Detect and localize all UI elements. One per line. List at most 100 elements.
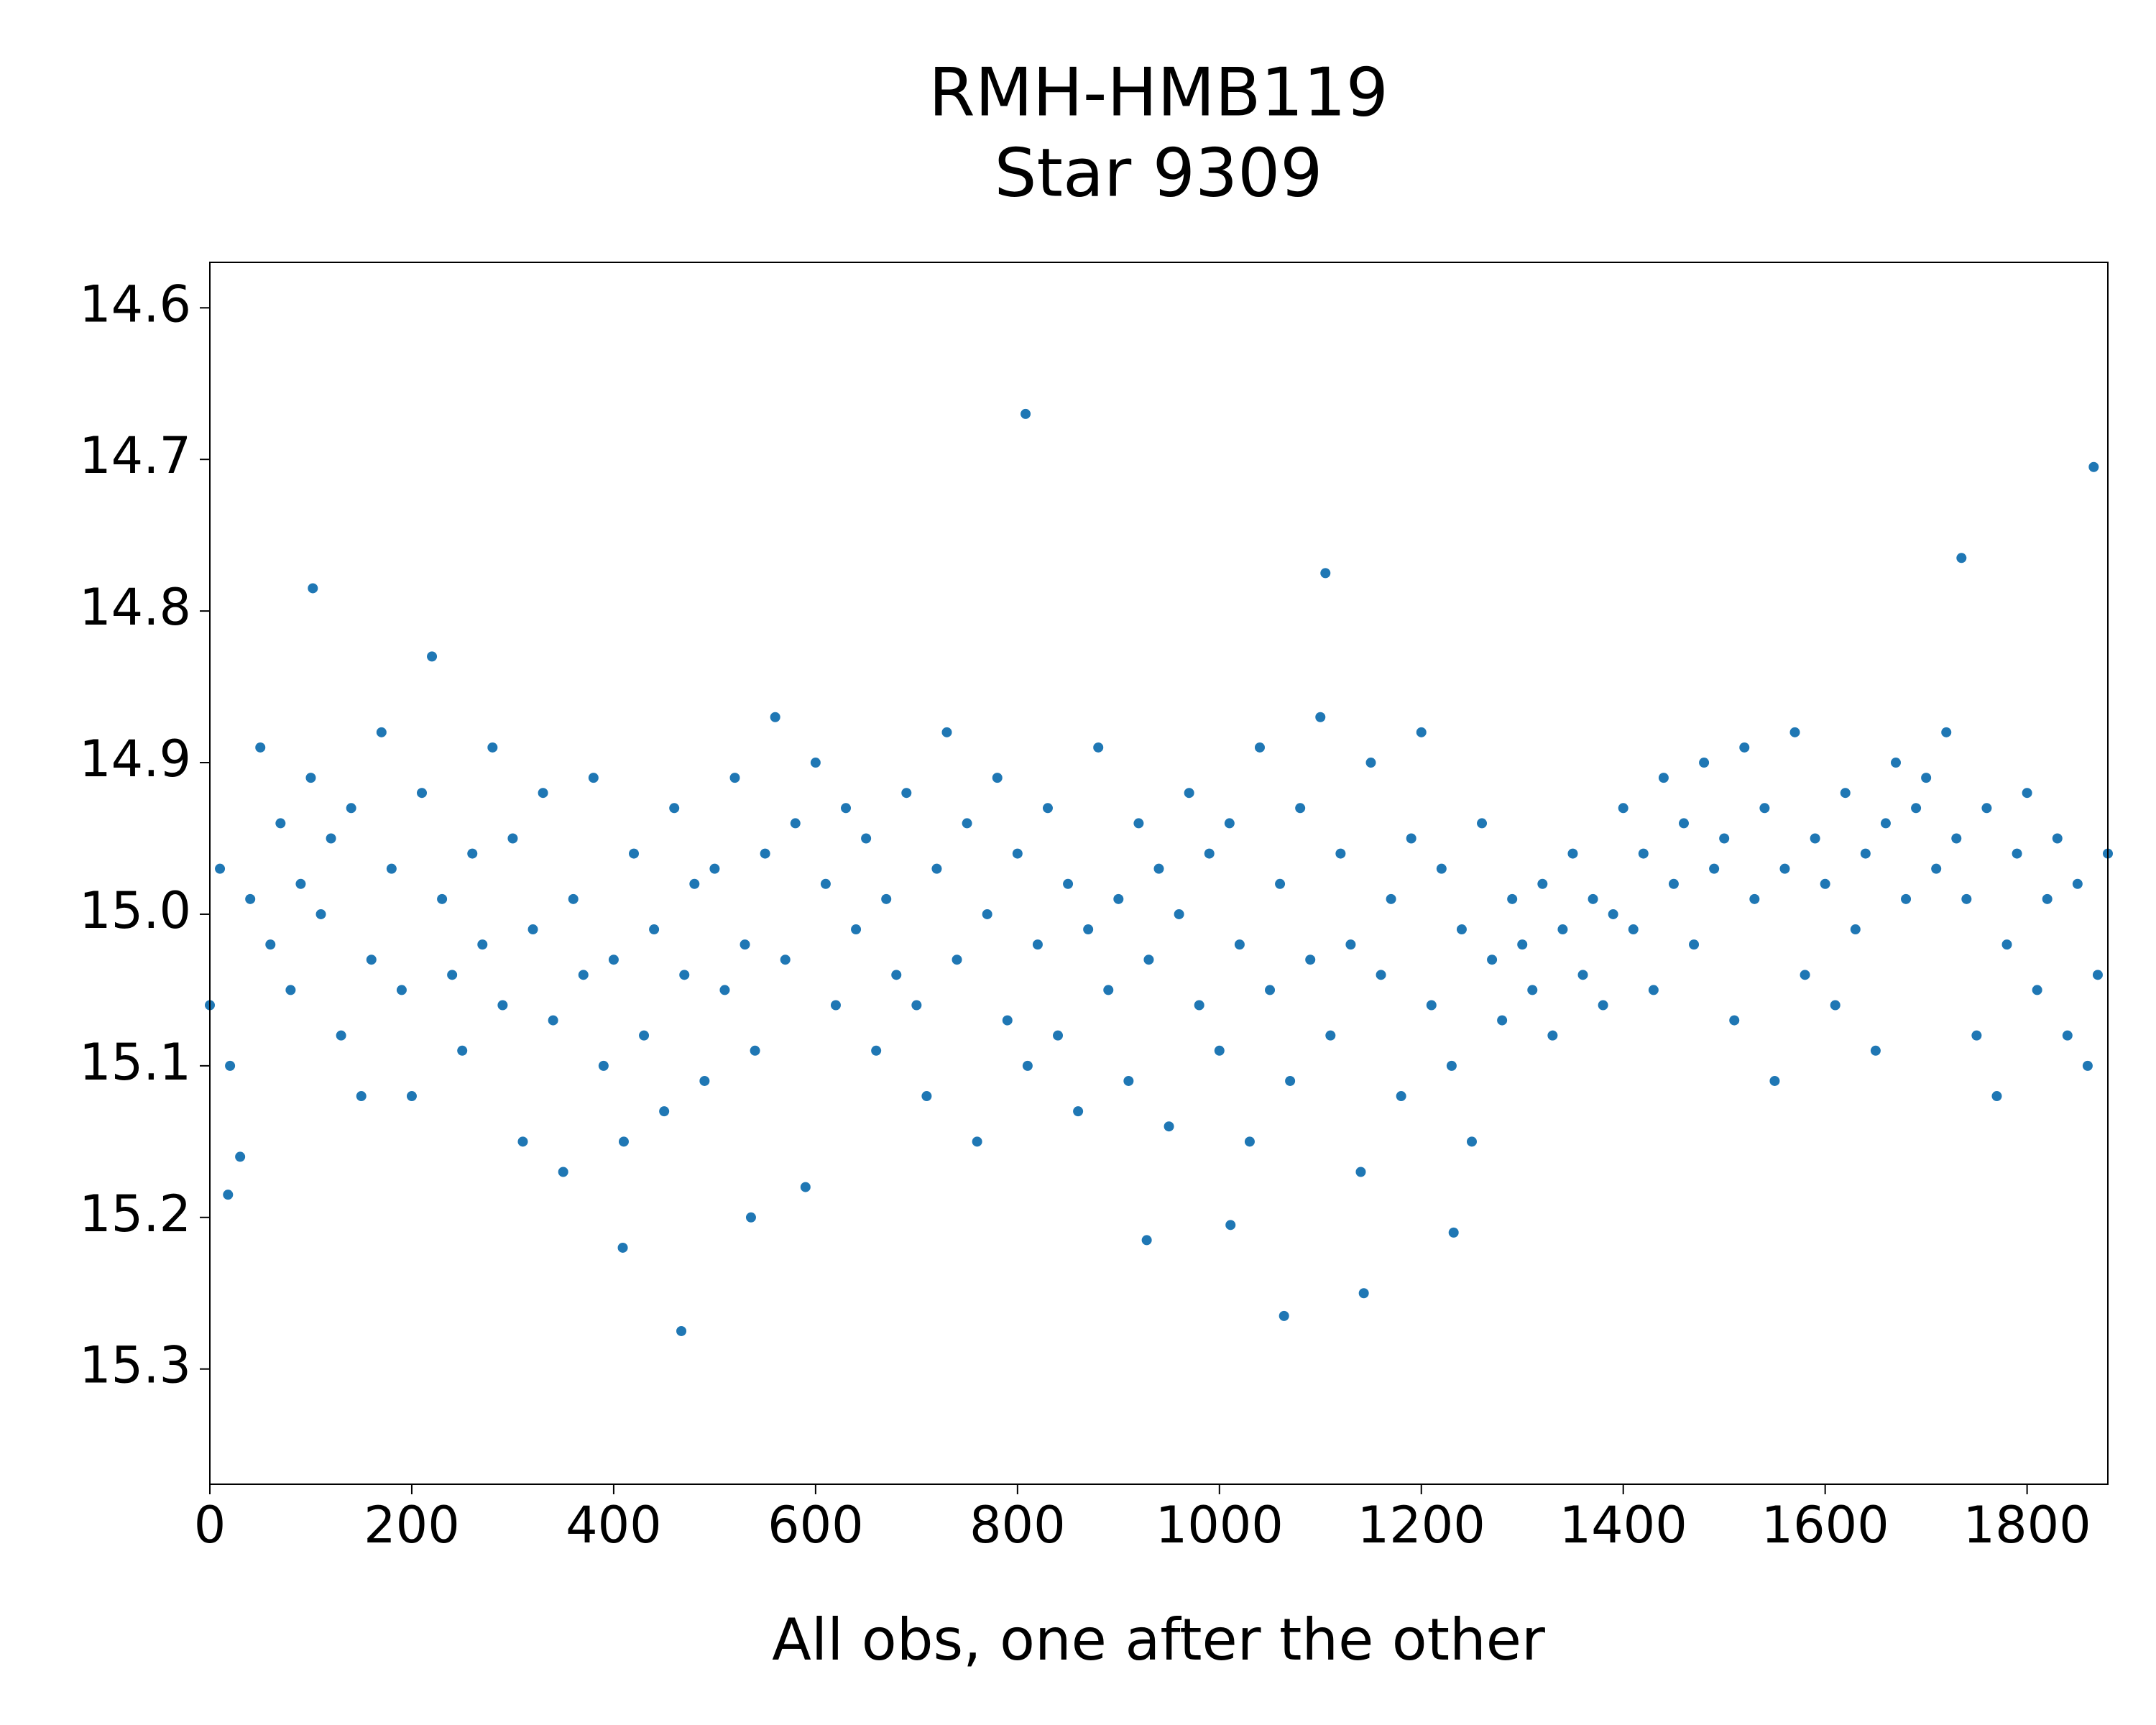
- y-tick-label: 14.8: [79, 578, 191, 637]
- data-point: [1840, 788, 1851, 799]
- y-tick-label: 14.9: [79, 730, 191, 788]
- data-point: [790, 818, 801, 829]
- x-tick-label: 400: [566, 1496, 662, 1555]
- data-point: [1477, 818, 1488, 829]
- data-point: [1779, 863, 1790, 874]
- data-point: [1749, 893, 1760, 904]
- data-point: [223, 1190, 234, 1200]
- data-point: [1133, 818, 1144, 829]
- data-point: [820, 878, 831, 889]
- data-point: [396, 985, 407, 995]
- data-point: [1320, 568, 1331, 579]
- data-point: [1769, 1075, 1780, 1086]
- data-point: [1537, 878, 1548, 889]
- data-point: [1739, 742, 1750, 753]
- x-tick-label: 600: [768, 1496, 864, 1555]
- chart-title: RMH-HMB119: [929, 53, 1388, 131]
- data-point: [1426, 1000, 1437, 1011]
- data-point: [729, 773, 740, 783]
- data-point: [1648, 985, 1659, 995]
- data-point: [618, 1136, 629, 1147]
- data-point: [1598, 1000, 1608, 1011]
- plot-frame: [209, 262, 2109, 1485]
- data-point: [962, 818, 972, 829]
- data-point: [1880, 818, 1891, 829]
- data-point: [1053, 1030, 1064, 1041]
- data-point: [1073, 1106, 1084, 1117]
- data-point: [1141, 1235, 1152, 1246]
- data-point: [517, 1136, 528, 1147]
- data-point: [1012, 848, 1023, 859]
- x-tick-label: 1800: [1963, 1496, 2091, 1555]
- data-point: [1325, 1030, 1336, 1041]
- data-point: [1265, 985, 1276, 995]
- data-point: [1951, 833, 1962, 844]
- data-point: [1860, 848, 1871, 859]
- data-point: [1466, 1136, 1477, 1147]
- data-point: [427, 651, 438, 662]
- x-tick-label: 800: [969, 1496, 1066, 1555]
- data-point: [931, 863, 942, 874]
- data-point: [699, 1075, 710, 1086]
- data-point: [308, 583, 318, 594]
- data-point: [1699, 758, 1710, 768]
- data-point: [1436, 863, 1447, 874]
- data-point: [386, 863, 397, 874]
- data-point: [1991, 1091, 2002, 1102]
- data-point: [911, 1000, 922, 1011]
- data-point: [1285, 1075, 1296, 1086]
- data-point: [1678, 818, 1689, 829]
- data-point: [1358, 1288, 1369, 1299]
- data-point: [1406, 833, 1416, 844]
- data-point: [568, 893, 579, 904]
- data-point: [1668, 878, 1679, 889]
- data-point: [617, 1242, 628, 1253]
- data-point: [1194, 1000, 1204, 1011]
- data-point: [1709, 863, 1720, 874]
- data-point: [1295, 803, 1306, 814]
- data-point: [305, 773, 316, 783]
- data-point: [366, 954, 377, 965]
- data-point: [1729, 1015, 1740, 1026]
- data-point: [1275, 878, 1286, 889]
- y-tick-label: 15.2: [79, 1184, 191, 1243]
- x-tick-label: 1000: [1156, 1496, 1284, 1555]
- data-point: [1093, 742, 1104, 753]
- data-point: [2042, 893, 2053, 904]
- data-point: [1143, 954, 1154, 965]
- data-point: [1810, 833, 1820, 844]
- data-point: [780, 954, 791, 965]
- data-point: [669, 803, 680, 814]
- data-point: [982, 908, 992, 919]
- data-point: [376, 727, 387, 737]
- data-point: [1214, 1045, 1225, 1056]
- data-point: [2062, 1030, 2073, 1041]
- data-point: [1719, 833, 1730, 844]
- data-point: [255, 742, 266, 753]
- data-point: [770, 712, 780, 722]
- data-point: [215, 863, 226, 874]
- data-point: [1658, 773, 1669, 783]
- data-point: [1981, 803, 1992, 814]
- data-point: [1567, 848, 1578, 859]
- x-tick-label: 0: [194, 1496, 226, 1555]
- data-point: [1547, 1030, 1558, 1041]
- data-point: [891, 970, 902, 980]
- data-point: [1365, 758, 1376, 768]
- data-point: [558, 1167, 568, 1177]
- x-axis-label: All obs, one after the other: [772, 1606, 1545, 1673]
- data-point: [1931, 863, 1942, 874]
- data-point: [285, 985, 296, 995]
- data-point: [497, 1000, 508, 1011]
- data-point: [921, 1091, 932, 1102]
- data-point: [528, 924, 538, 935]
- data-point: [1042, 803, 1053, 814]
- data-point: [437, 893, 448, 904]
- data-point: [1456, 924, 1467, 935]
- data-point: [507, 833, 518, 844]
- data-point: [851, 924, 862, 935]
- data-point: [629, 848, 640, 859]
- data-point: [2022, 788, 2032, 799]
- plot-area: [205, 408, 2113, 1336]
- data-point: [1032, 939, 1043, 950]
